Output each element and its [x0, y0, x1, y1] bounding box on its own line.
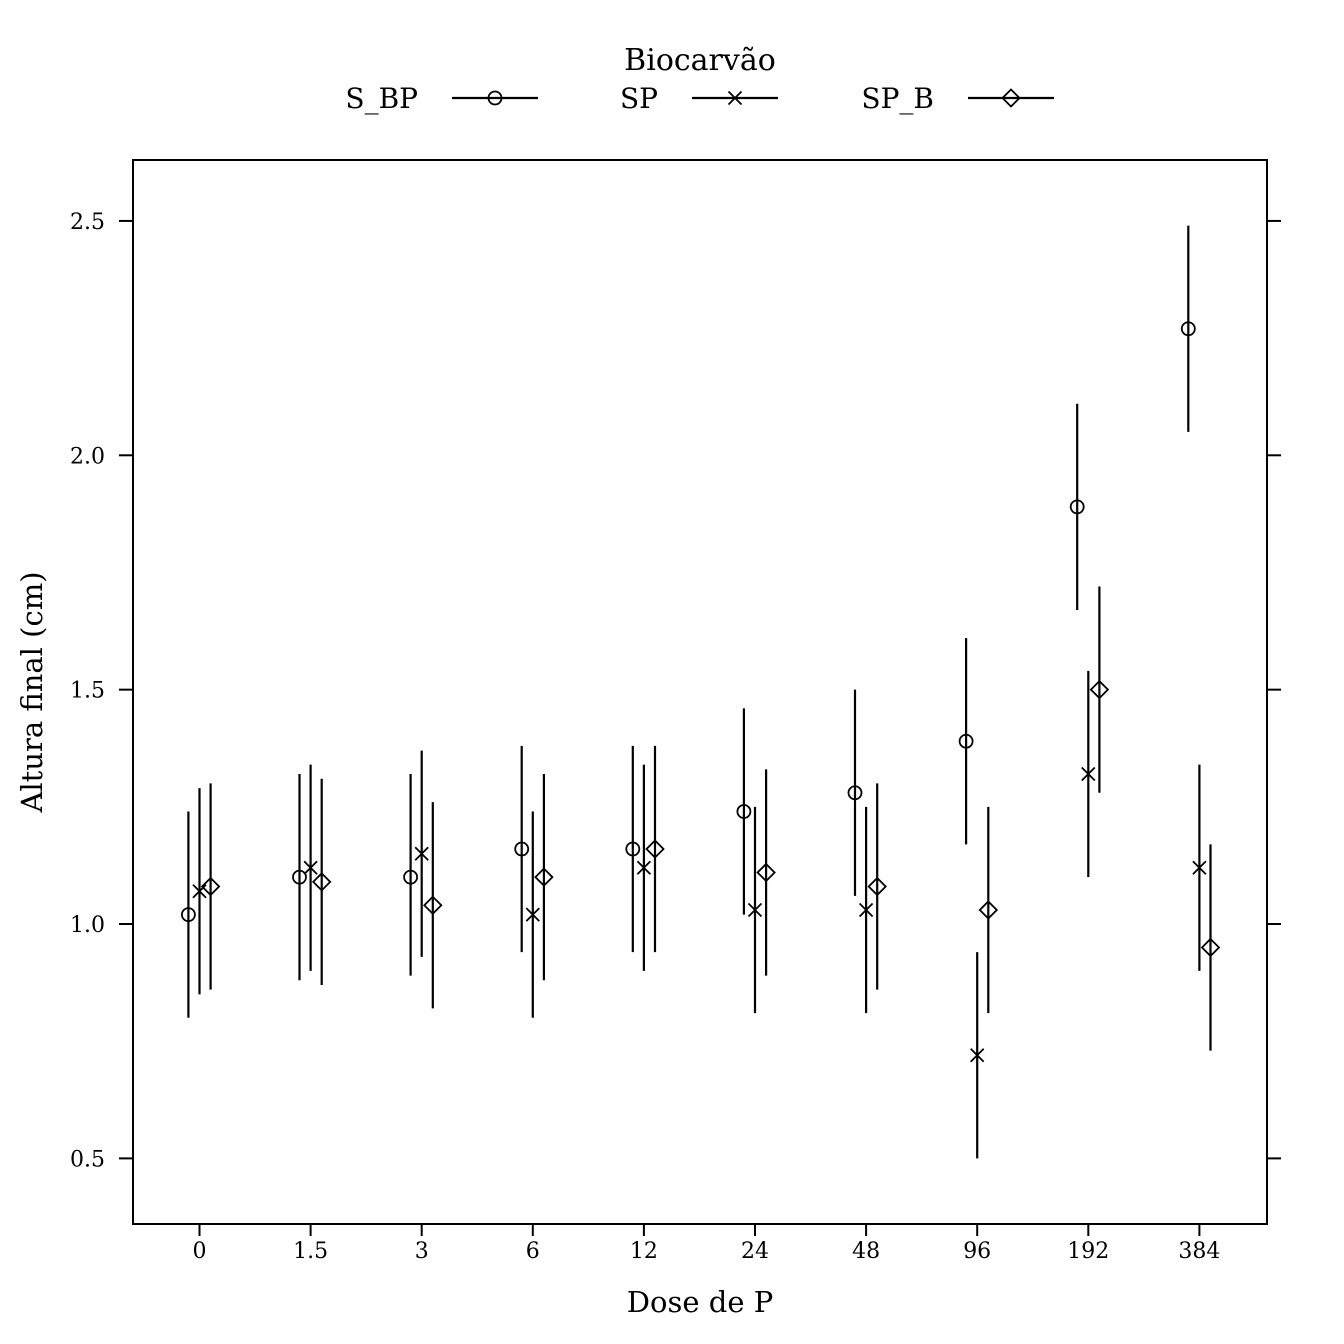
x-tick-label: 48 [852, 1239, 880, 1264]
x-tick-label: 0 [193, 1239, 207, 1264]
data-point [514, 841, 530, 857]
data-point [970, 1048, 985, 1063]
y-tick-label: 0.5 [70, 1147, 105, 1172]
data-point [636, 860, 652, 875]
x-tick-label: 192 [1067, 1239, 1109, 1264]
legend-item-s-bp: S_BP [345, 82, 538, 115]
data-point [414, 846, 429, 861]
data-point [847, 785, 863, 801]
x-tick-label: 384 [1178, 1239, 1220, 1264]
data-point [180, 907, 196, 923]
y-axis: 0.5 1.0 1.5 2.0 2.5 [70, 210, 1281, 1172]
legend-label: SP_B [861, 82, 934, 115]
y-tick-label: 2.0 [70, 444, 105, 469]
legend-marker [727, 90, 743, 106]
legend-label: S_BP [345, 82, 418, 115]
series-sp [192, 670, 1207, 1159]
data-point [403, 869, 419, 885]
data-point [311, 872, 332, 892]
x-tick-label: 96 [963, 1239, 991, 1264]
data-point [1081, 766, 1096, 782]
data-point [625, 841, 641, 857]
y-axis-title: Altura final (cm) [15, 571, 49, 813]
data-point [1089, 679, 1110, 700]
data-point [756, 862, 776, 883]
x-axis: 0 1.5 3 6 12 24 48 96 192 384 [193, 1224, 1220, 1264]
legend: Biocarvão S_BP SP SP_B [345, 43, 1054, 115]
data-point [958, 733, 974, 749]
data-point [423, 895, 443, 916]
x-axis-title: Dose de P [627, 1285, 773, 1319]
data-point [292, 869, 307, 885]
data-point [192, 884, 207, 899]
data-point [303, 860, 318, 875]
legend-label: SP [620, 82, 658, 115]
legend-marker [1001, 88, 1021, 108]
legend-title: Biocarvão [624, 43, 776, 78]
data-point [747, 902, 763, 918]
data-point [645, 839, 665, 859]
legend-item-sp: SP [620, 82, 778, 115]
data-point [858, 902, 874, 918]
x-tick-label: 24 [741, 1239, 769, 1264]
data-point [525, 907, 540, 922]
data-point [978, 900, 999, 920]
x-tick-label: 6 [526, 1239, 540, 1264]
x-tick-label: 1.5 [293, 1239, 328, 1264]
data-point [534, 867, 554, 887]
data-point [1200, 937, 1221, 958]
series-layer [180, 225, 1221, 1159]
data-point [736, 804, 752, 819]
y-tick-label: 1.0 [70, 913, 105, 938]
data-point [200, 876, 221, 897]
legend-item-sp-b: SP_B [861, 82, 1054, 115]
plot-frame [132, 159, 1268, 1225]
series-sp-b [200, 586, 1221, 1051]
y-tick-label: 2.5 [70, 210, 105, 235]
x-tick-label: 12 [630, 1239, 658, 1264]
legend-entries: S_BP SP SP_B [345, 82, 1054, 115]
y-tick-label: 1.5 [70, 679, 105, 704]
legend-marker [487, 90, 503, 106]
data-point [1069, 499, 1085, 515]
x-tick-label: 3 [415, 1239, 429, 1264]
series-s-bp [180, 225, 1196, 1018]
data-point [867, 876, 887, 897]
data-point [1180, 321, 1196, 337]
data-point [1192, 860, 1207, 875]
